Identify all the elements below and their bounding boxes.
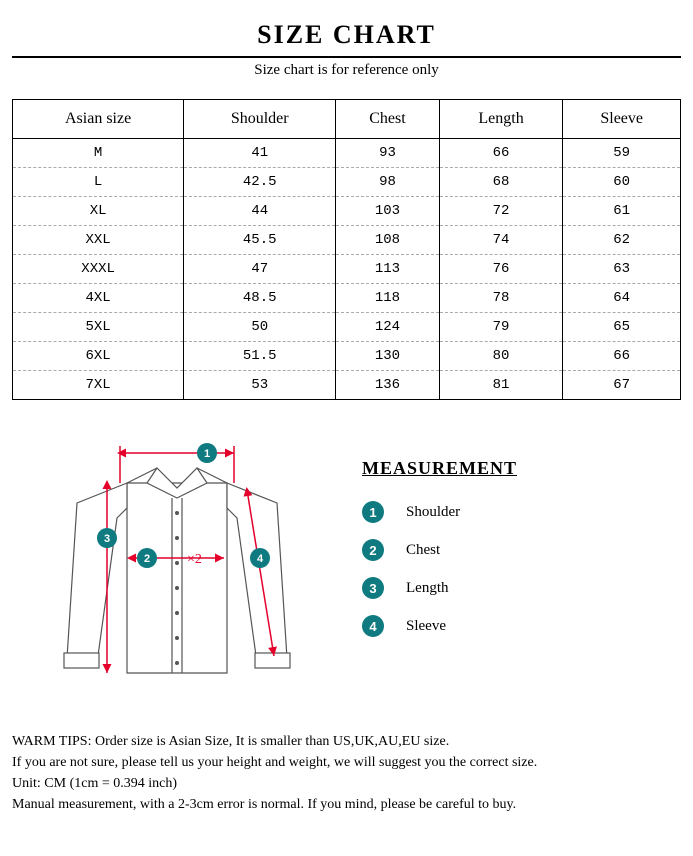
- legend-label: Chest: [406, 542, 440, 559]
- table-cell: 50: [184, 313, 336, 342]
- table-cell: 98: [336, 168, 439, 197]
- shirt-diagram: 1 2 3 4 ×2: [12, 428, 342, 713]
- table-cell: 4XL: [13, 284, 184, 313]
- table-cell: XL: [13, 197, 184, 226]
- table-cell: 45.5: [184, 226, 336, 255]
- table-cell: 79: [439, 313, 563, 342]
- table-row: 7XL531368167: [13, 371, 681, 400]
- table-cell: 44: [184, 197, 336, 226]
- legend-label: Sleeve: [406, 618, 446, 635]
- page-title: SIZE CHART: [12, 20, 681, 50]
- table-cell: 76: [439, 255, 563, 284]
- svg-text:1: 1: [204, 448, 210, 460]
- table-cell: 64: [563, 284, 681, 313]
- size-table: Asian size Shoulder Chest Length Sleeve …: [12, 99, 681, 400]
- table-cell: XXXL: [13, 255, 184, 284]
- legend-marker-icon: 4: [362, 615, 384, 637]
- table-cell: 78: [439, 284, 563, 313]
- tip-line: WARM TIPS: Order size is Asian Size, It …: [12, 731, 681, 752]
- table-cell: 124: [336, 313, 439, 342]
- table-cell: 53: [184, 371, 336, 400]
- table-cell: 63: [563, 255, 681, 284]
- col-asian-size: Asian size: [13, 100, 184, 139]
- table-row: XXL45.51087462: [13, 226, 681, 255]
- table-cell: 7XL: [13, 371, 184, 400]
- title-divider: [12, 56, 681, 58]
- table-cell: 42.5: [184, 168, 336, 197]
- col-chest: Chest: [336, 100, 439, 139]
- legend-item: 1 Shoulder: [362, 501, 681, 523]
- table-row: M41936659: [13, 139, 681, 168]
- measurement-legend: MEASUREMENT 1 Shoulder 2 Chest 3 Length …: [362, 428, 681, 653]
- legend-marker-icon: 2: [362, 539, 384, 561]
- table-cell: M: [13, 139, 184, 168]
- table-cell: 113: [336, 255, 439, 284]
- table-cell: 93: [336, 139, 439, 168]
- table-cell: 72: [439, 197, 563, 226]
- table-row: XXXL471137663: [13, 255, 681, 284]
- table-cell: 81: [439, 371, 563, 400]
- tip-line: Manual measurement, with a 2-3cm error i…: [12, 794, 681, 815]
- table-cell: 118: [336, 284, 439, 313]
- table-row: L42.5986860: [13, 168, 681, 197]
- table-row: 5XL501247965: [13, 313, 681, 342]
- table-cell: 136: [336, 371, 439, 400]
- legend-marker-icon: 1: [362, 501, 384, 523]
- table-cell: 66: [439, 139, 563, 168]
- table-cell: XXL: [13, 226, 184, 255]
- legend-item: 4 Sleeve: [362, 615, 681, 637]
- legend-item: 3 Length: [362, 577, 681, 599]
- table-cell: 130: [336, 342, 439, 371]
- table-cell: 6XL: [13, 342, 184, 371]
- svg-text:3: 3: [104, 533, 110, 545]
- table-row: 6XL51.51308066: [13, 342, 681, 371]
- table-cell: 51.5: [184, 342, 336, 371]
- legend-label: Length: [406, 580, 449, 597]
- table-cell: 41: [184, 139, 336, 168]
- legend-item: 2 Chest: [362, 539, 681, 561]
- table-cell: 66: [563, 342, 681, 371]
- legend-marker-icon: 3: [362, 577, 384, 599]
- table-cell: 68: [439, 168, 563, 197]
- table-cell: 48.5: [184, 284, 336, 313]
- tip-line: Unit: CM (1cm = 0.394 inch): [12, 773, 681, 794]
- col-sleeve: Sleeve: [563, 100, 681, 139]
- table-cell: 67: [563, 371, 681, 400]
- col-length: Length: [439, 100, 563, 139]
- legend-title: MEASUREMENT: [362, 458, 681, 479]
- table-cell: L: [13, 168, 184, 197]
- table-cell: 103: [336, 197, 439, 226]
- col-shoulder: Shoulder: [184, 100, 336, 139]
- svg-text:×2: ×2: [187, 552, 202, 567]
- tip-line: If you are not sure, please tell us your…: [12, 752, 681, 773]
- table-cell: 5XL: [13, 313, 184, 342]
- table-cell: 60: [563, 168, 681, 197]
- table-cell: 80: [439, 342, 563, 371]
- table-cell: 61: [563, 197, 681, 226]
- table-cell: 62: [563, 226, 681, 255]
- table-cell: 108: [336, 226, 439, 255]
- table-cell: 47: [184, 255, 336, 284]
- warm-tips: WARM TIPS: Order size is Asian Size, It …: [12, 731, 681, 815]
- table-header-row: Asian size Shoulder Chest Length Sleeve: [13, 100, 681, 139]
- legend-label: Shoulder: [406, 504, 460, 521]
- table-row: 4XL48.51187864: [13, 284, 681, 313]
- table-cell: 74: [439, 226, 563, 255]
- table-cell: 59: [563, 139, 681, 168]
- table-row: XL441037261: [13, 197, 681, 226]
- table-cell: 65: [563, 313, 681, 342]
- svg-text:2: 2: [144, 553, 150, 565]
- svg-text:4: 4: [257, 553, 264, 565]
- subtitle: Size chart is for reference only: [12, 62, 681, 79]
